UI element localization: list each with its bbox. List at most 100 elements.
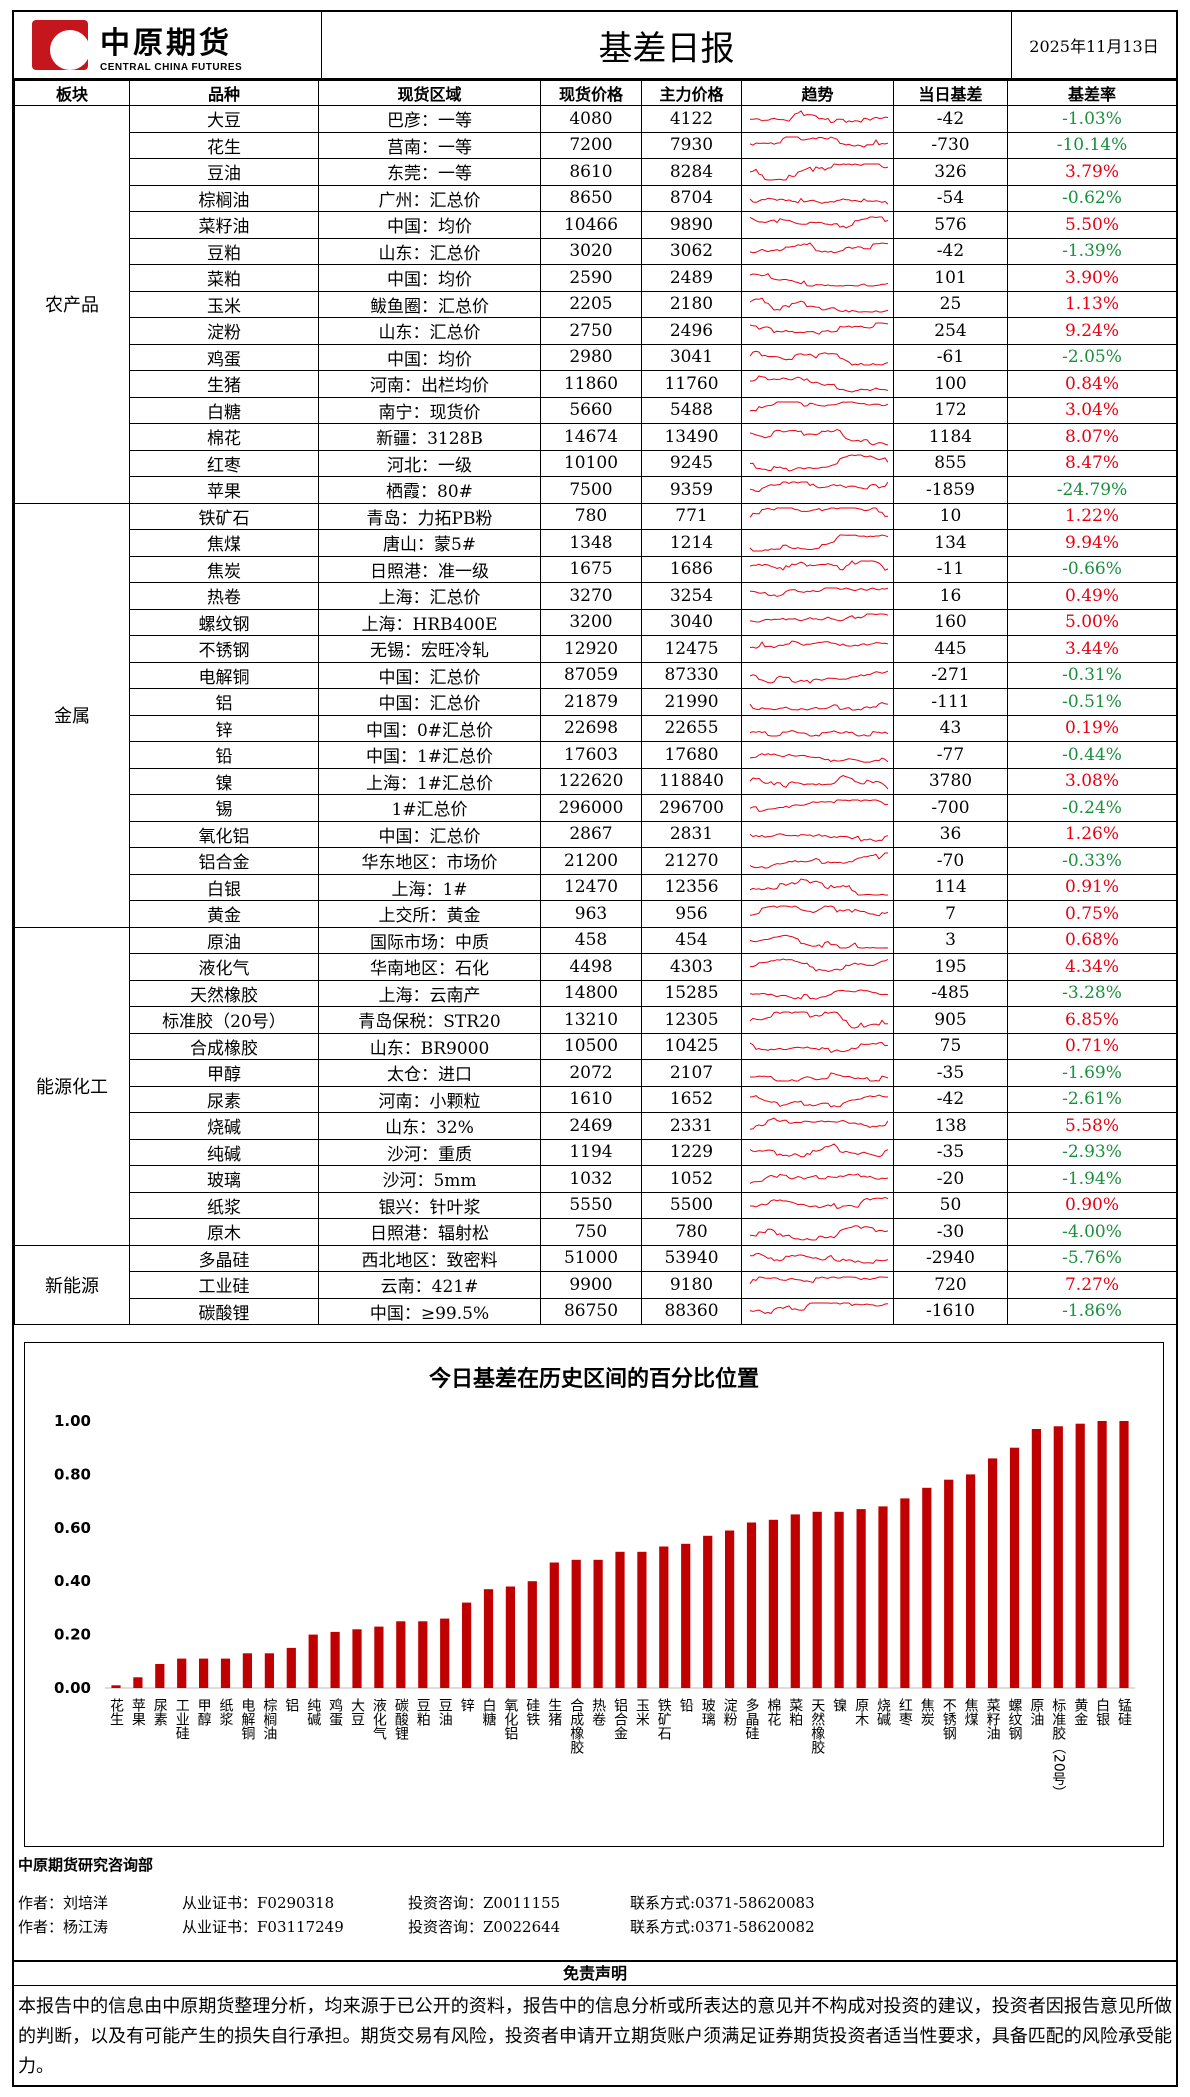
spot-region: 1#汇总价 [318, 794, 541, 822]
department: 中原期货研究咨询部 [18, 1856, 154, 1874]
basis: 100 [893, 370, 1008, 398]
spot-region: 山东：汇总价 [318, 317, 541, 345]
table-row: 生猪 河南：出栏均价 11860 11760 100 0.84% [15, 370, 1177, 398]
table-row: 淀粉 山东：汇总价 2750 2496 254 9.24% [15, 317, 1177, 345]
basis: 16 [893, 582, 1008, 610]
trend-sparkline [749, 752, 888, 763]
x-tick-label: 甲醇 [196, 1698, 212, 1726]
basis: 75 [893, 1032, 1008, 1060]
chart-title: 今日基差在历史区间的百分比位置 [428, 1367, 759, 1392]
basis: 36 [893, 820, 1008, 848]
trend-cell [741, 661, 894, 689]
basis: -35 [893, 1059, 1008, 1087]
trend-sparkline [749, 935, 888, 949]
trend-cell [741, 1191, 894, 1219]
bar [900, 1498, 910, 1688]
trend-cell [741, 953, 894, 981]
product: 焦炭 [129, 555, 319, 583]
trend-sparkline [749, 905, 888, 917]
product: 焦煤 [129, 529, 319, 557]
logo-en: CENTRAL CHINA FUTURES [100, 61, 243, 73]
spot-region: 东莞：一等 [318, 158, 541, 186]
basis-rate: -5.76% [1007, 1244, 1177, 1272]
basis-rate: 0.90% [1007, 1191, 1177, 1219]
main-price: 2180 [641, 290, 742, 318]
spot-price: 1194 [540, 1138, 642, 1166]
basis-rate: 3.90% [1007, 264, 1177, 292]
trend-cell [741, 502, 894, 530]
spot-price: 1675 [540, 555, 642, 583]
basis-rate: 0.68% [1007, 926, 1177, 954]
bar [505, 1586, 515, 1688]
trend-sparkline [749, 701, 888, 711]
spot-region: 中国：均价 [318, 211, 541, 239]
bar [988, 1458, 998, 1688]
bar [878, 1506, 888, 1688]
table-row: 棉花 新疆：3128B 14674 13490 1184 8.07% [15, 423, 1177, 451]
spot-price: 10466 [540, 211, 642, 239]
trend-sparkline [749, 958, 888, 972]
main-price: 1214 [641, 529, 742, 557]
trend-sparkline [749, 1173, 888, 1184]
basis-rate: -1.03% [1007, 105, 1177, 133]
basis: -730 [893, 131, 1008, 159]
x-tick-label: 焦炭 [919, 1698, 935, 1726]
basis: 172 [893, 396, 1008, 424]
trend-cell [741, 1244, 894, 1272]
col-header: 主力价格 [641, 80, 742, 106]
spot-region: 青岛：力拓PB粉 [318, 502, 541, 530]
table-row: 工业硅 云南：421# 9900 9180 720 7.27% [15, 1271, 1177, 1299]
col-header: 现货价格 [540, 80, 642, 106]
trend-sparkline [749, 1072, 888, 1082]
bar [352, 1629, 362, 1688]
trend-cell [741, 1165, 894, 1193]
x-tick-label: 标准胶（20号） [1050, 1698, 1066, 1800]
spot-region: 上交所：黄金 [318, 900, 541, 928]
table-row: 纸浆 银兴：针叶浆 5550 5500 50 0.90% [15, 1191, 1177, 1219]
main-price: 118840 [641, 767, 742, 795]
trend-sparkline [749, 1224, 888, 1241]
product: 豆油 [129, 158, 319, 186]
basis-rate: -0.24% [1007, 794, 1177, 822]
main-price: 780 [641, 1218, 742, 1246]
product: 纸浆 [129, 1191, 319, 1219]
spot-region: 山东：32% [318, 1112, 541, 1140]
main-price: 956 [641, 900, 742, 928]
trend-cell [741, 158, 894, 186]
report-header: 中原期货 CENTRAL CHINA FUTURES 基差日报 2025年11月… [14, 12, 1176, 80]
basis-rate: -3.28% [1007, 979, 1177, 1007]
product: 甲醇 [129, 1059, 319, 1087]
main-price: 9359 [641, 476, 742, 504]
spot-price: 4080 [540, 105, 642, 133]
spot-price: 51000 [540, 1244, 642, 1272]
x-tick-label: 原木 [853, 1698, 869, 1726]
trend-cell [741, 847, 894, 875]
table-row: 焦煤 唐山：蒙5# 1348 1214 134 9.94% [15, 529, 1177, 557]
basis: 254 [893, 317, 1008, 345]
bar [768, 1519, 778, 1688]
sector-label: 能源化工 [14, 926, 130, 1246]
product: 黄金 [129, 900, 319, 928]
report: 中原期货 CENTRAL CHINA FUTURES 基差日报 2025年11月… [12, 10, 1178, 2087]
bar [242, 1653, 252, 1688]
table-row: 玻璃 沙河：5mm 1032 1052 -20 -1.94% [15, 1165, 1177, 1193]
col-header: 基差率 [1007, 80, 1177, 106]
basis: -54 [893, 184, 1008, 212]
spot-region: 栖霞：80# [318, 476, 541, 504]
main-price: 3062 [641, 237, 742, 265]
x-tick-label: 烧碱 [875, 1698, 891, 1726]
table-row: 液化气 华南地区：石化 4498 4303 195 4.34% [15, 953, 1177, 981]
trend-sparkline [749, 670, 888, 684]
basis: 195 [893, 953, 1008, 981]
x-tick-label: 工业硅 [174, 1698, 190, 1740]
bar [966, 1474, 976, 1688]
spot-price: 8650 [540, 184, 642, 212]
product: 液化气 [129, 953, 319, 981]
product: 热卷 [129, 582, 319, 610]
col-header: 品种 [129, 80, 319, 106]
trend-cell [741, 343, 894, 371]
spot-price: 10100 [540, 449, 642, 477]
spot-price: 458 [540, 926, 642, 954]
x-tick-label: 热卷 [590, 1698, 606, 1726]
trend-cell [741, 529, 894, 557]
